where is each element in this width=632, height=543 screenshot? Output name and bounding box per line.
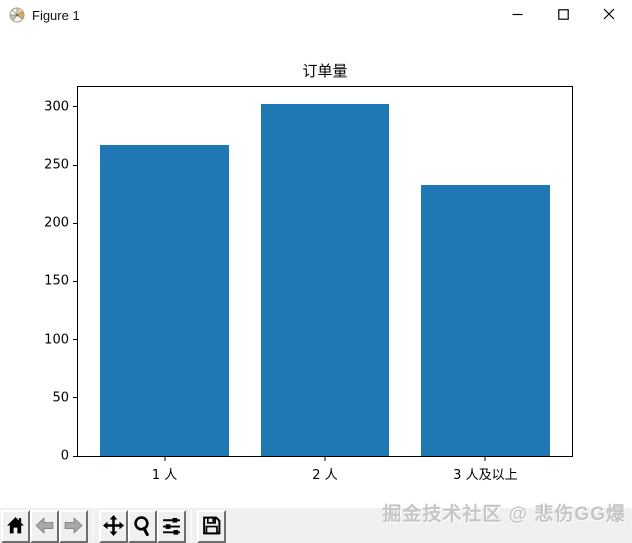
- x-tick-mark: [484, 457, 486, 461]
- x-tick-label: 3 人及以上: [453, 468, 518, 483]
- zoom-button[interactable]: [128, 510, 157, 543]
- bar: [260, 104, 390, 456]
- pan-icon: [103, 514, 124, 539]
- y-tick-mark: [73, 339, 77, 341]
- x-tick-label: 1 人: [151, 468, 178, 483]
- y-tick-label: 200: [44, 215, 69, 231]
- save-button[interactable]: [197, 510, 226, 543]
- minimize-icon: [512, 8, 523, 23]
- home-icon: [5, 515, 26, 539]
- y-tick-mark: [73, 106, 77, 108]
- forward-button[interactable]: [59, 510, 88, 543]
- y-tick-label: 0: [60, 448, 69, 464]
- back-arrow-icon: [34, 515, 55, 539]
- home-button[interactable]: [1, 510, 30, 543]
- titlebar: Figure 1: [0, 0, 632, 30]
- matplotlib-logo-icon: [9, 7, 25, 23]
- close-icon: [603, 8, 615, 23]
- bar: [100, 145, 229, 456]
- y-tick-mark: [73, 397, 77, 399]
- bar: [421, 184, 550, 456]
- maximize-button[interactable]: [540, 0, 586, 30]
- y-tick-label: 250: [44, 157, 69, 173]
- forward-arrow-icon: [63, 515, 84, 539]
- zoom-to-rect-icon: [132, 515, 153, 539]
- x-tick-mark: [324, 457, 326, 461]
- x-tick-label: 2 人: [312, 468, 338, 483]
- y-tick-mark: [73, 222, 77, 224]
- figure-canvas[interactable]: 订单量 1 人 2 人 3 人及以上 0 50 100 150 200 250 300: [0, 30, 632, 508]
- y-tick-label: 100: [44, 332, 69, 348]
- y-tick-label: 300: [44, 99, 69, 115]
- navigation-toolbar: [0, 508, 632, 543]
- maximize-icon: [557, 8, 569, 23]
- pan-button[interactable]: [99, 510, 128, 543]
- y-tick-mark: [73, 164, 77, 166]
- toolbar-separator: [191, 510, 192, 541]
- y-tick-label: 150: [44, 273, 69, 289]
- chart-title: 订单量: [302, 62, 348, 80]
- y-tick-mark: [73, 455, 77, 457]
- window-title: Figure 1: [32, 7, 80, 23]
- toolbar-separator: [93, 510, 94, 541]
- configure-subplots-icon: [161, 515, 182, 539]
- minimize-button[interactable]: [494, 0, 540, 30]
- y-tick-mark: [73, 280, 77, 282]
- save-icon: [201, 515, 222, 539]
- axes-area[interactable]: 1 人 2 人 3 人及以上 0 50 100 150 200 250 300: [44, 86, 573, 483]
- y-tick-label: 50: [52, 390, 69, 406]
- back-button[interactable]: [30, 510, 59, 543]
- configure-subplots-button[interactable]: [157, 510, 186, 543]
- window-controls: [494, 0, 632, 30]
- x-tick-mark: [164, 457, 166, 461]
- close-button[interactable]: [586, 0, 632, 30]
